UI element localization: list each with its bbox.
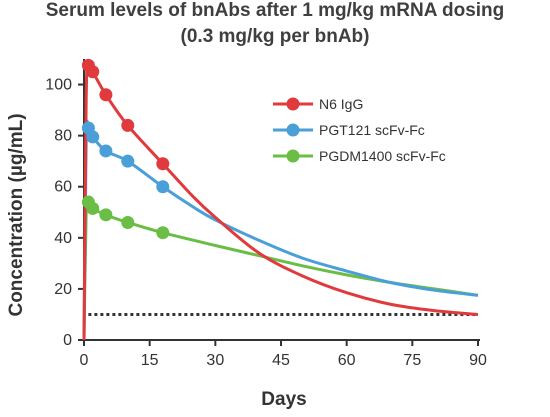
data-point [99,208,113,222]
y-tick-label: 80 [54,128,72,145]
x-tick-label: 60 [338,352,356,369]
data-point [86,65,100,79]
y-tick-label: 60 [54,179,72,196]
x-tick-label: 45 [272,352,290,369]
data-point [99,144,113,158]
data-point [99,88,113,102]
x-tick-label: 0 [80,352,89,369]
chart-title-line-1: Serum levels of bnAbs after 1 mg/kg mRNA… [45,0,505,21]
data-point [86,201,100,215]
chart-title-line-2: (0.3 mg/kg per bnAb) [180,26,370,47]
x-tick-label: 15 [141,352,159,369]
legend-swatch-marker [286,149,300,163]
legend: N6 IgG PGT121 scFv-Fc PGDM1400 scFv-Fc [273,96,446,164]
legend-label: PGT121 scFv-Fc [319,122,425,138]
data-point [156,180,170,194]
data-point [121,215,135,229]
legend-label: N6 IgG [319,96,363,112]
series-line-2 [82,197,479,341]
legend-label: PGDM1400 scFv-Fc [319,148,446,164]
data-point [156,157,170,171]
x-axis-title: Days [261,389,306,410]
y-tick-label: 40 [54,230,72,247]
x-tick-label: 30 [206,352,224,369]
y-tick-label: 100 [45,77,72,94]
y-axis-title: Concentration (µg/mL) [6,113,27,316]
data-point [86,130,100,144]
data-point [121,154,135,168]
y-tick-label: 0 [63,332,72,349]
y-tick-label: 20 [54,281,72,298]
data-point [156,226,170,240]
x-tick-label: 75 [403,352,421,369]
legend-swatch-marker [286,97,300,111]
series-markers [81,58,170,240]
data-point [121,118,135,132]
legend-swatch-marker [286,123,300,137]
x-tick-label: 90 [469,352,487,369]
